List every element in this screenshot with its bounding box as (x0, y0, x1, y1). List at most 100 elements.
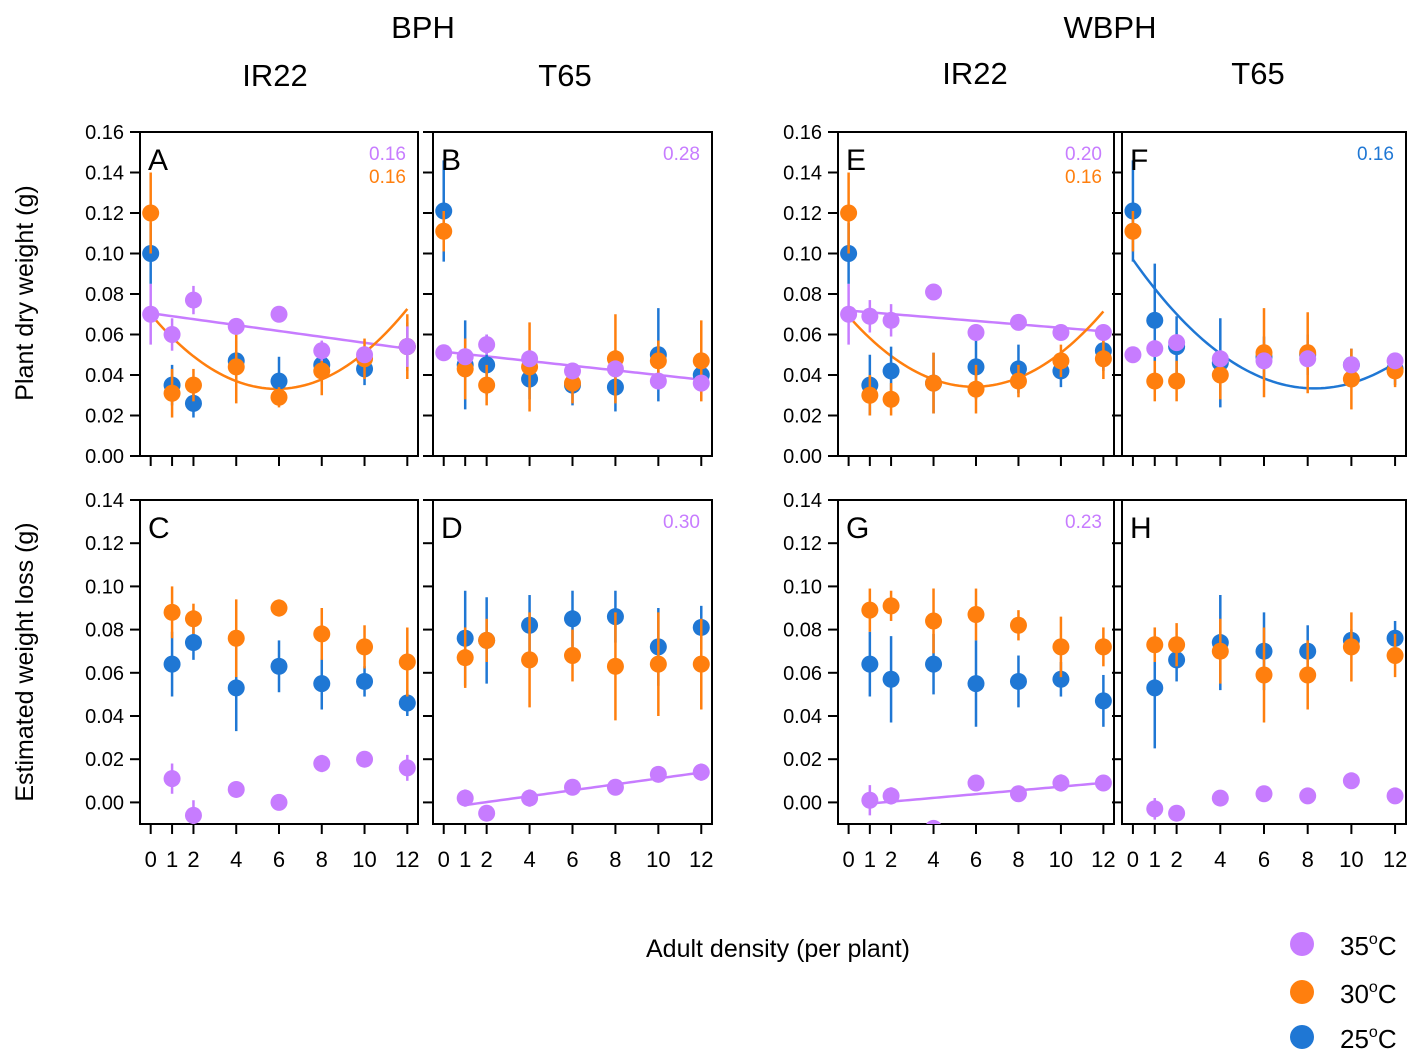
data-point (142, 305, 160, 323)
plot-area-d (456, 590, 710, 822)
data-point (925, 612, 943, 630)
y-tick-label: 0.12 (783, 203, 822, 225)
data-point (1342, 638, 1360, 656)
annotation-a-1: 0.16 (369, 167, 406, 188)
data-point (564, 374, 581, 392)
panel-letter-a: A (148, 144, 168, 177)
data-point (270, 657, 288, 675)
data-point (925, 283, 943, 301)
data-point (1146, 311, 1164, 329)
data-point (1386, 787, 1404, 805)
data-point (456, 789, 474, 807)
data-point (313, 362, 331, 380)
data-point (521, 651, 539, 669)
x-tick-label: 8 (1012, 847, 1024, 872)
panel-e: 0.00 0.02 0.04 0.06 0.08 0.10 0.12 0.14 0.16 E 0.2… (783, 122, 1115, 468)
x-tick-label: 2 (885, 847, 897, 872)
y-tick-label: 0.12 (85, 203, 124, 225)
data-point (521, 350, 539, 368)
data-point (1009, 313, 1027, 331)
data-point (163, 655, 181, 673)
data-point (1299, 666, 1317, 684)
data-point (564, 610, 581, 628)
data-point (692, 655, 710, 673)
data-point (1146, 340, 1164, 358)
cultivar-title-ir22-bph: IR22 (242, 58, 307, 93)
y-axis-title-top: Plant dry weight (g) (11, 185, 39, 400)
data-point (456, 348, 474, 366)
data-point (478, 804, 496, 822)
x-tick-label: 10 (1339, 847, 1363, 872)
y-tick-label: 0.10 (783, 576, 822, 598)
data-point (1146, 800, 1164, 818)
data-point (926, 819, 941, 824)
x-tick-label: 6 (566, 847, 578, 872)
x-tick-label: 12 (689, 847, 713, 872)
annotation-a-0: 0.16 (369, 144, 406, 165)
data-point (163, 384, 181, 402)
data-point (1094, 692, 1112, 710)
data-point (356, 672, 374, 690)
cultivar-title-ir22-wbph: IR22 (942, 56, 1007, 91)
data-point (1009, 372, 1027, 390)
legend-marker-35c (1290, 932, 1314, 956)
legend-item-25c: 25oC (1290, 1024, 1397, 1054)
y-tick-label: 0.02 (783, 749, 822, 771)
data-point (861, 386, 879, 404)
series-35c-c (163, 750, 416, 824)
data-point (967, 605, 985, 623)
y-tick-label: 0.04 (85, 365, 124, 387)
x-tick-label: 8 (609, 847, 621, 872)
data-point (967, 675, 985, 693)
series-30c-d (456, 612, 710, 721)
data-point (1211, 350, 1229, 368)
data-point (270, 793, 288, 811)
data-point (356, 638, 374, 656)
data-point (1052, 323, 1070, 341)
x-tick-label: 0 (842, 847, 854, 872)
data-point (478, 376, 496, 394)
series-35c-b (435, 334, 710, 392)
panel-f: F 0.16 (1112, 131, 1407, 466)
y-tick-label: 0.08 (783, 284, 822, 306)
data-point (184, 610, 202, 628)
y-tick-label: 0.12 (85, 533, 124, 555)
data-point (1052, 352, 1070, 370)
plot-area-f (1124, 160, 1404, 410)
data-point (882, 311, 900, 329)
data-point (163, 603, 181, 621)
legend-item-30c: 30oC (1290, 979, 1397, 1009)
data-point (1299, 787, 1317, 805)
panel-a: 0.00 0.02 0.04 0.06 0.08 0.10 0.12 0.14 0.16 A 0.1… (85, 122, 419, 468)
data-point (840, 204, 858, 222)
legend-marker-30c (1290, 980, 1314, 1004)
y-tick-label: 0.10 (85, 576, 124, 598)
panel-d: 0 1 2 4 6 8 10 12D 0.30 (423, 499, 714, 872)
data-point (398, 653, 416, 671)
panel-frame-b (432, 131, 713, 457)
data-point (1211, 789, 1229, 807)
data-point (861, 307, 879, 325)
data-point (1342, 356, 1360, 374)
panel-letter-e: E (846, 144, 866, 177)
data-point (435, 222, 453, 240)
data-point (967, 323, 985, 341)
y-tick-label: 0.06 (85, 663, 124, 685)
data-point (1124, 222, 1142, 240)
data-point (1255, 352, 1273, 370)
data-point (456, 649, 474, 667)
panel-b: B 0.28 (423, 131, 713, 466)
data-point (1299, 350, 1317, 368)
y-tick-label: 0.14 (85, 490, 124, 512)
data-point (356, 750, 374, 768)
data-point (184, 634, 202, 652)
data-point (882, 390, 900, 408)
data-point (1168, 334, 1186, 352)
x-tick-label: 1 (459, 847, 471, 872)
data-point (1052, 638, 1070, 656)
legend-marker-25c (1290, 1025, 1314, 1049)
data-point (478, 336, 496, 354)
data-point (184, 806, 202, 824)
y-tick-label: 0.00 (783, 792, 822, 814)
panels: 0.00 0.02 0.04 0.06 0.08 0.10 0.12 0.14 0.16 A 0.1… (85, 122, 1407, 872)
